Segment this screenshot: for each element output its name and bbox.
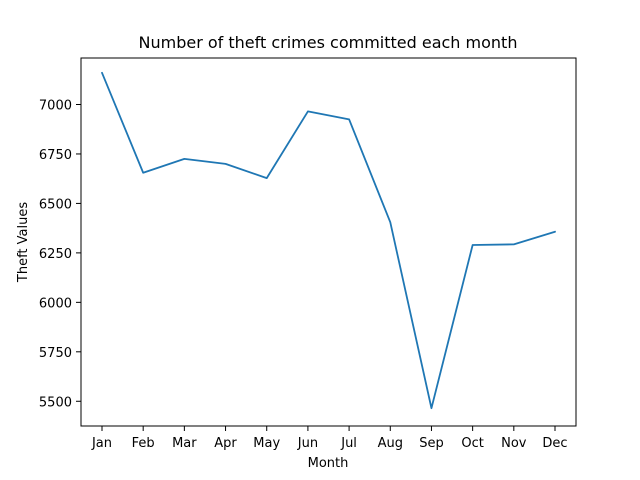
series-layer	[101, 71, 556, 410]
x-tick-label: Dec	[542, 436, 567, 451]
y-tick-label: 6750	[39, 148, 72, 163]
x-tick-label: Feb	[132, 436, 155, 451]
y-tick-label: 6000	[39, 296, 72, 311]
y-tick-label: 5500	[39, 395, 72, 410]
x-tick-label: Aug	[378, 436, 403, 451]
y-axis-ticks: 5500 5750 6000 6250 6500 6750 7000	[39, 98, 81, 410]
chart-title: Number of theft crimes committed each mo…	[139, 33, 518, 52]
y-tick-label: 7000	[39, 98, 72, 113]
x-axis-label: Month	[308, 456, 349, 471]
y-tick-label: 6500	[39, 197, 72, 212]
series-line-0	[101, 71, 556, 410]
x-tick-label: Jun	[297, 436, 318, 451]
x-tick-label: Jul	[340, 436, 357, 451]
x-tick-label: Oct	[461, 436, 483, 451]
x-tick-label: Apr	[214, 436, 237, 451]
y-tick-label: 5750	[39, 346, 72, 361]
y-axis-label: Theft Values	[16, 202, 31, 283]
x-tick-label: Sep	[419, 436, 444, 451]
x-tick-label: Nov	[501, 436, 527, 451]
x-tick-label: May	[253, 436, 280, 451]
x-axis-ticks: Jan Feb Mar Apr May Jun Jul Aug Sep Oct Nov Dec	[91, 426, 568, 451]
y-tick-label: 6250	[39, 247, 72, 262]
x-tick-label: Jan	[91, 436, 112, 451]
x-tick-label: Mar	[172, 436, 197, 451]
plot-area-frame	[80, 57, 577, 427]
